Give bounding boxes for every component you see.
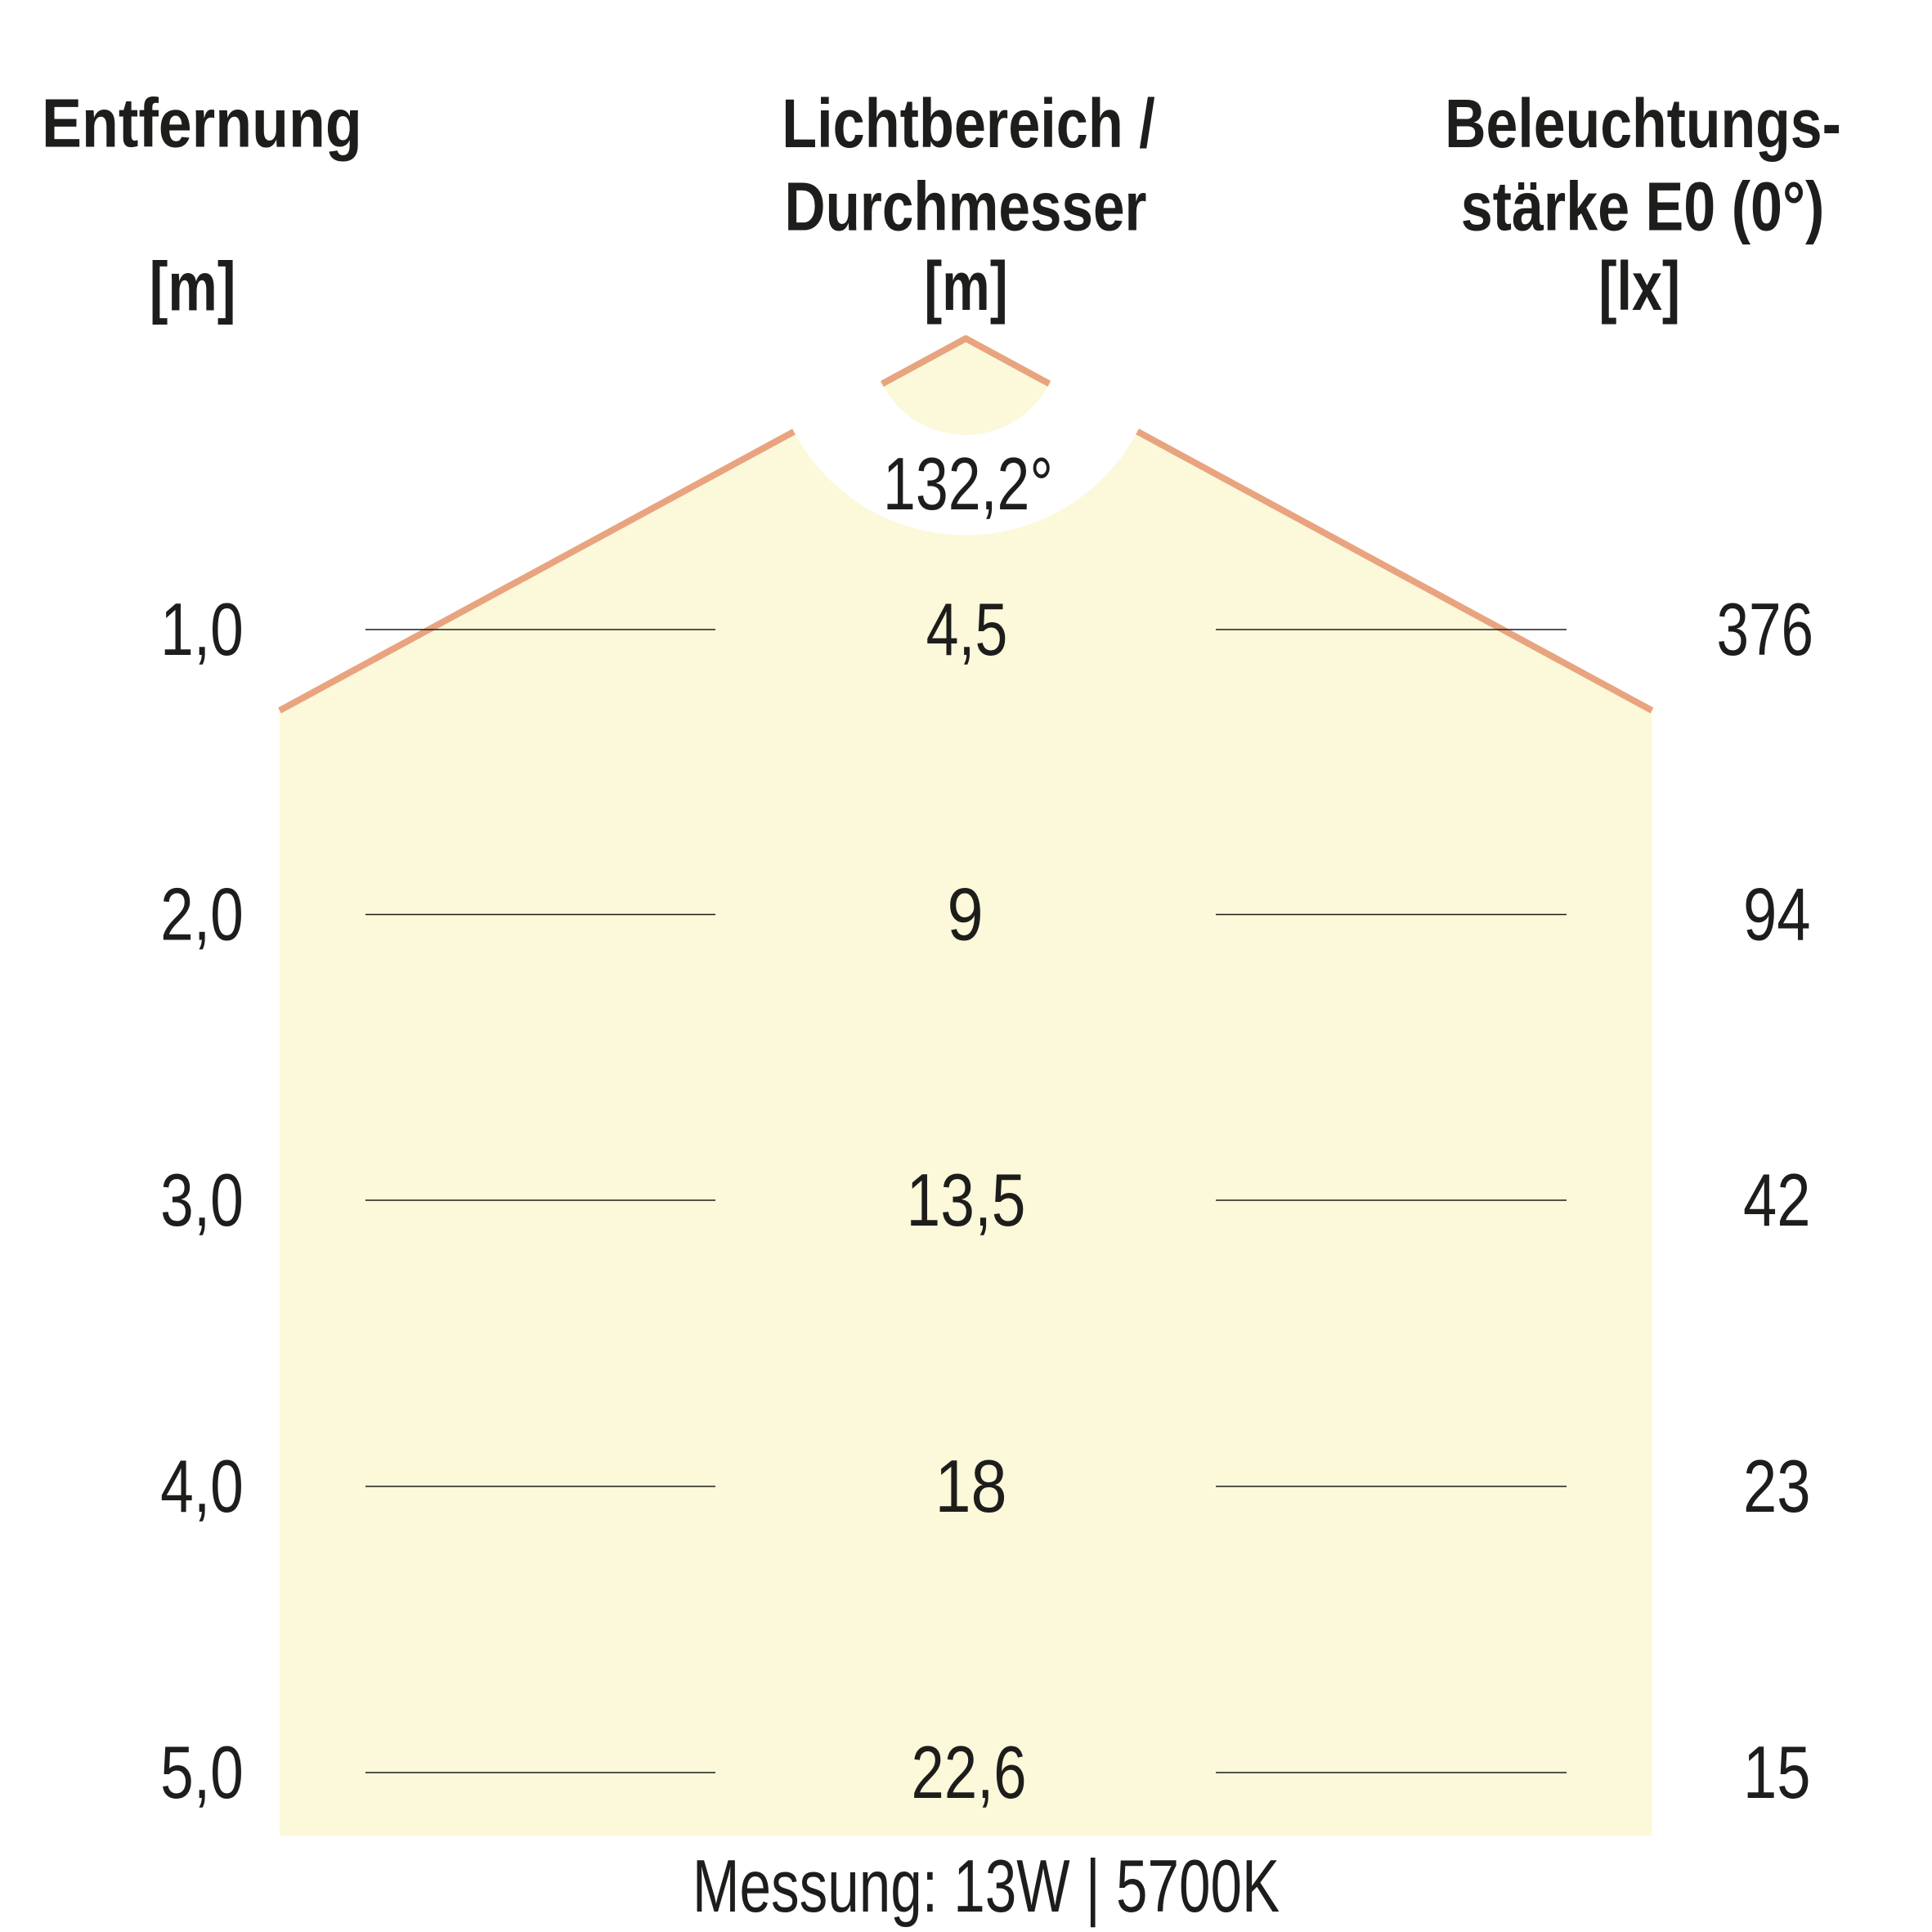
svg-text:13,5: 13,5 [906,1159,1025,1241]
svg-text:42: 42 [1743,1159,1811,1242]
svg-text:4,5: 4,5 [926,589,1008,671]
svg-text:[m]: [m] [924,248,1007,325]
svg-text:Messung: 13W | 5700K: Messung: 13W | 5700K [693,1845,1280,1928]
svg-text:3,0: 3,0 [160,1160,244,1242]
svg-text:9: 9 [947,874,983,957]
svg-text:Entfernung: Entfernung [42,85,362,162]
svg-text:22,6: 22,6 [912,1732,1027,1813]
svg-text:376: 376 [1716,589,1813,671]
svg-text:4,0: 4,0 [160,1446,244,1528]
svg-text:[lx]: [lx] [1598,249,1680,325]
svg-text:Lichtbereich /: Lichtbereich / [782,86,1154,162]
svg-text:132,2°: 132,2° [883,443,1053,526]
svg-text:2,0: 2,0 [160,874,244,956]
svg-text:15: 15 [1743,1731,1811,1814]
svg-text:[m]: [m] [150,249,236,325]
svg-text:94: 94 [1743,872,1811,956]
svg-text:18: 18 [935,1446,1006,1528]
svg-text:1,0: 1,0 [160,589,244,671]
svg-text:5,0: 5,0 [160,1733,244,1814]
svg-text:Durchmesser: Durchmesser [785,168,1147,245]
svg-text:Beleuchtungs-: Beleuchtungs- [1445,86,1841,163]
svg-text:stärke E0 (0°): stärke E0 (0°) [1461,169,1825,245]
svg-text:23: 23 [1743,1445,1811,1528]
